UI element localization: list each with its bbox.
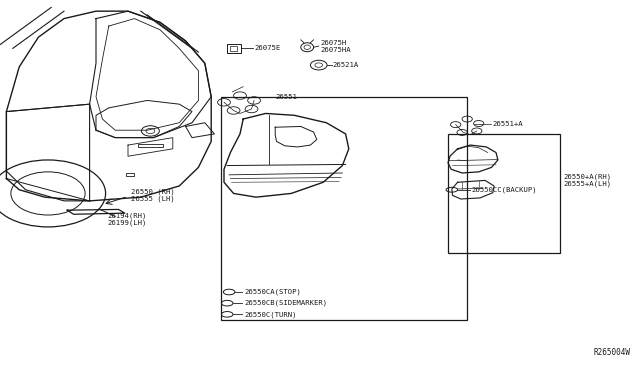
Text: 26550CC(BACKUP): 26550CC(BACKUP) [472, 186, 538, 193]
Text: 26075E: 26075E [254, 45, 280, 51]
Text: 26521A: 26521A [333, 62, 359, 68]
Text: 26550+A(RH)
26555+A(LH): 26550+A(RH) 26555+A(LH) [563, 173, 611, 187]
Bar [230, 46, 237, 51]
Text: 26551: 26551 [275, 94, 297, 100]
Text: 26550CA(STOP): 26550CA(STOP) [244, 289, 301, 295]
Bar [448, 134, 560, 253]
Bar [138, 144, 163, 147]
Bar [126, 173, 134, 176]
Text: R265004W: R265004W [593, 348, 630, 357]
Text: 26551+A: 26551+A [493, 121, 524, 126]
Text: 26550CB(SIDEMARKER): 26550CB(SIDEMARKER) [244, 300, 328, 307]
Text: 26075H
26075HA: 26075H 26075HA [320, 40, 351, 52]
Bar [227, 44, 241, 53]
Text: 26550 (RH)
26555 (LH): 26550 (RH) 26555 (LH) [131, 188, 175, 202]
Text: 26194(RH)
26199(LH): 26194(RH) 26199(LH) [108, 212, 147, 227]
Text: 26550C(TURN): 26550C(TURN) [244, 311, 297, 318]
Bar [221, 97, 467, 320]
